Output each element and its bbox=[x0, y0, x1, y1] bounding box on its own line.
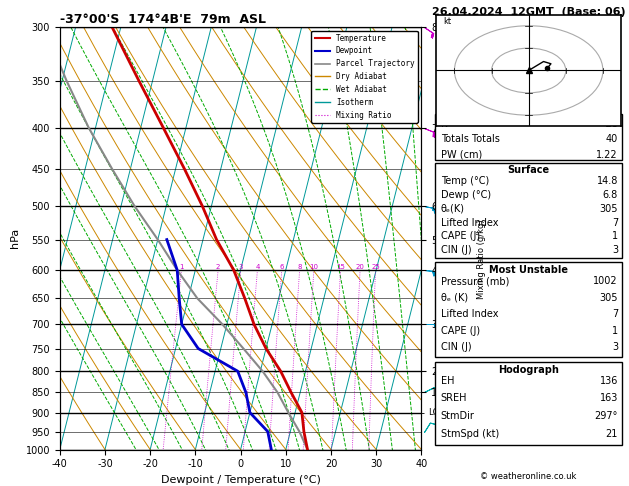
Text: θₑ(K): θₑ(K) bbox=[441, 204, 465, 214]
Text: 1002: 1002 bbox=[593, 276, 618, 286]
Text: 10: 10 bbox=[309, 264, 318, 270]
Text: θₑ (K): θₑ (K) bbox=[441, 293, 468, 303]
Text: 6.8: 6.8 bbox=[603, 190, 618, 200]
Text: CAPE (J): CAPE (J) bbox=[441, 231, 480, 242]
Text: EH: EH bbox=[441, 376, 454, 386]
Text: Lifted Index: Lifted Index bbox=[441, 218, 498, 228]
Text: PW (cm): PW (cm) bbox=[441, 150, 482, 160]
Text: 1.22: 1.22 bbox=[596, 150, 618, 160]
Text: kt: kt bbox=[443, 17, 452, 26]
Text: 3: 3 bbox=[238, 264, 243, 270]
X-axis label: Dewpoint / Temperature (°C): Dewpoint / Temperature (°C) bbox=[160, 475, 321, 485]
Text: Hodograph: Hodograph bbox=[498, 364, 559, 375]
Text: SREH: SREH bbox=[441, 393, 467, 403]
Text: 6: 6 bbox=[279, 264, 284, 270]
Text: 26.04.2024  12GMT  (Base: 06): 26.04.2024 12GMT (Base: 06) bbox=[431, 7, 625, 17]
Bar bbox=[435, 114, 622, 160]
Text: © weatheronline.co.uk: © weatheronline.co.uk bbox=[480, 472, 577, 481]
Bar bbox=[435, 362, 622, 445]
Y-axis label: km
ASL: km ASL bbox=[449, 238, 467, 260]
Text: 1: 1 bbox=[612, 231, 618, 242]
Text: 15: 15 bbox=[336, 264, 345, 270]
Text: -37°00'S  174°4B'E  79m  ASL: -37°00'S 174°4B'E 79m ASL bbox=[60, 13, 266, 26]
Text: 21: 21 bbox=[606, 429, 618, 438]
Text: Surface: Surface bbox=[508, 165, 549, 175]
Text: Totals Totals: Totals Totals bbox=[441, 135, 499, 144]
Text: 25: 25 bbox=[371, 264, 380, 270]
Text: 20: 20 bbox=[355, 264, 365, 270]
Text: CAPE (J): CAPE (J) bbox=[441, 326, 480, 336]
Text: 8: 8 bbox=[298, 264, 302, 270]
Text: Dewp (°C): Dewp (°C) bbox=[441, 190, 491, 200]
Text: StmSpd (kt): StmSpd (kt) bbox=[441, 429, 499, 438]
Text: Pressure (mb): Pressure (mb) bbox=[441, 276, 509, 286]
Text: 4: 4 bbox=[255, 264, 260, 270]
Text: 3: 3 bbox=[612, 342, 618, 352]
Text: 136: 136 bbox=[599, 376, 618, 386]
Text: CIN (J): CIN (J) bbox=[441, 245, 471, 255]
Text: LCL: LCL bbox=[428, 408, 443, 417]
Text: 305: 305 bbox=[599, 204, 618, 214]
Text: CIN (J): CIN (J) bbox=[441, 342, 471, 352]
Y-axis label: hPa: hPa bbox=[10, 228, 20, 248]
Text: 1: 1 bbox=[179, 264, 184, 270]
Text: Most Unstable: Most Unstable bbox=[489, 265, 568, 275]
Text: 163: 163 bbox=[599, 393, 618, 403]
Text: 7: 7 bbox=[612, 218, 618, 228]
Text: Lifted Index: Lifted Index bbox=[441, 309, 498, 319]
Text: 7: 7 bbox=[612, 309, 618, 319]
Bar bbox=[435, 163, 622, 258]
Text: Temp (°C): Temp (°C) bbox=[441, 176, 489, 187]
Text: 14.8: 14.8 bbox=[597, 176, 618, 187]
Text: 1: 1 bbox=[612, 326, 618, 336]
Text: 2: 2 bbox=[216, 264, 220, 270]
Text: 3: 3 bbox=[612, 245, 618, 255]
Text: 40: 40 bbox=[606, 135, 618, 144]
Text: 305: 305 bbox=[599, 293, 618, 303]
Text: K: K bbox=[441, 119, 447, 129]
Legend: Temperature, Dewpoint, Parcel Trajectory, Dry Adiabat, Wet Adiabat, Isotherm, Mi: Temperature, Dewpoint, Parcel Trajectory… bbox=[311, 31, 418, 122]
Text: Mixing Ratio (g/kg): Mixing Ratio (g/kg) bbox=[477, 220, 486, 299]
Text: StmDir: StmDir bbox=[441, 411, 474, 421]
Text: -28: -28 bbox=[602, 119, 618, 129]
Bar bbox=[435, 262, 622, 357]
Text: 297°: 297° bbox=[594, 411, 618, 421]
